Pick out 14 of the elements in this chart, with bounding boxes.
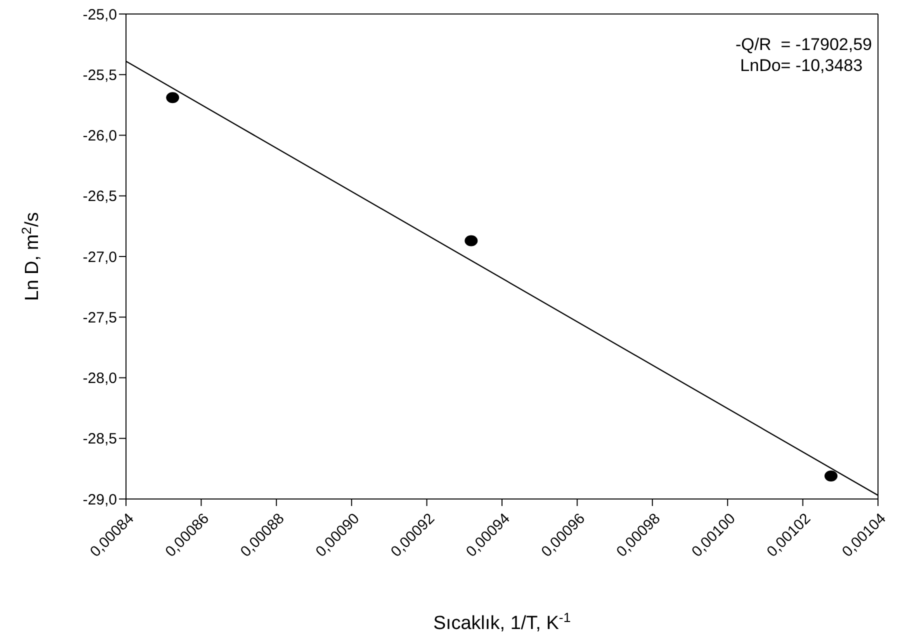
y-tick-label: -27,5 bbox=[82, 309, 117, 326]
point bbox=[824, 470, 838, 482]
y-tick-label: -27,0 bbox=[82, 248, 117, 266]
y-tick-label: -25,5 bbox=[82, 66, 117, 84]
y-tick-label: -28,5 bbox=[82, 430, 117, 448]
y-tick-label: -28,0 bbox=[82, 370, 117, 388]
x-axis-title: Sıcaklık, 1/T, K$^{-1}$ bbox=[433, 610, 571, 634]
y-tick-label: -29,0 bbox=[82, 491, 117, 508]
equation-note: -Q/R = -17902,59 LnDo= -10,3483 bbox=[735, 34, 872, 76]
y-tick-label: -26,0 bbox=[82, 128, 117, 145]
point bbox=[166, 92, 180, 104]
point bbox=[464, 235, 478, 246]
y-tick-label: -26,5 bbox=[82, 188, 117, 206]
y-tick-label: -25,0 bbox=[82, 6, 117, 24]
